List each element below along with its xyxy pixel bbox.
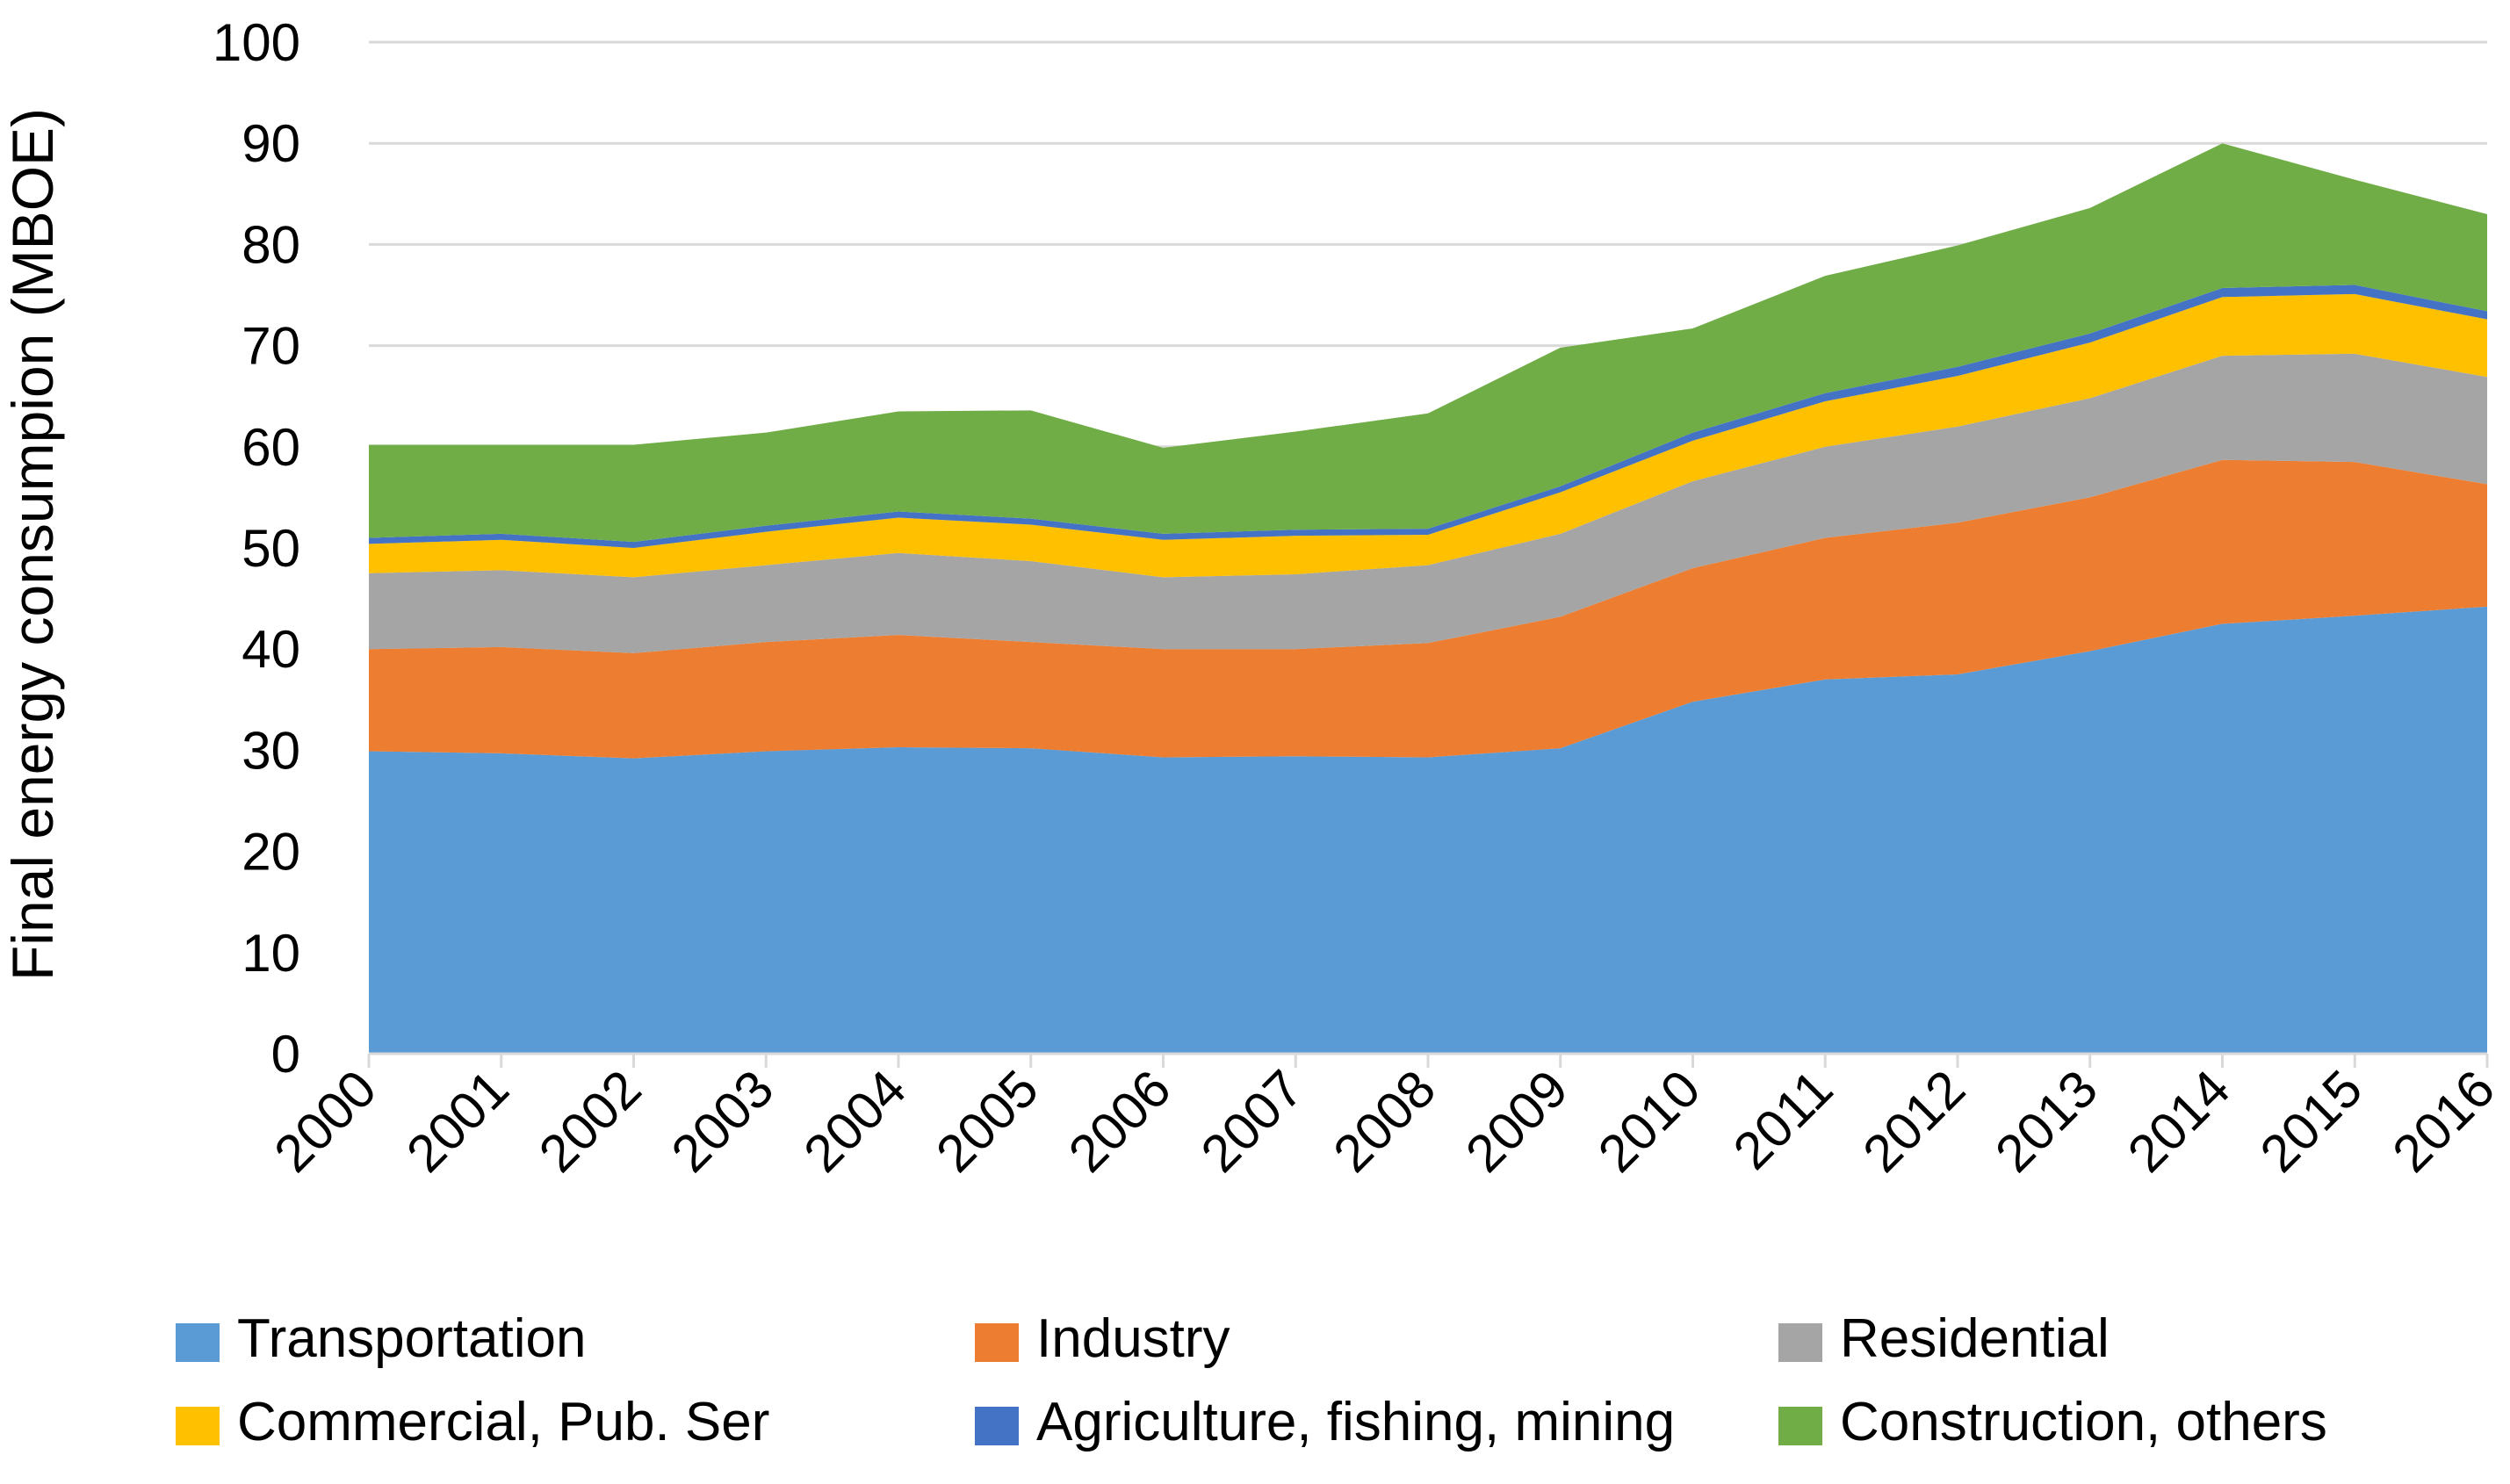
x-tick-label: 2008 — [1322, 1059, 1446, 1184]
area-residential — [369, 353, 2487, 653]
x-tick-label: 2010 — [1587, 1059, 1712, 1184]
legend-label: Industry — [1036, 1308, 1230, 1369]
legend-swatch — [176, 1323, 220, 1362]
area-construction-others — [369, 143, 2487, 543]
legend-swatch — [1778, 1407, 1822, 1445]
series-areas — [369, 143, 2487, 1054]
x-tick-label: 2015 — [2249, 1059, 2374, 1184]
y-tick-label: 40 — [242, 620, 300, 679]
x-tick-label: 2003 — [660, 1059, 785, 1184]
legend-label: Residential — [1840, 1308, 2110, 1369]
x-tick-label: 2002 — [528, 1059, 653, 1184]
y-tick-labels: 0 10 20 30 40 50 60 70 80 90 100 — [213, 13, 300, 1084]
x-tick-label: 2001 — [395, 1059, 520, 1184]
y-tick-label: 60 — [242, 418, 300, 477]
x-tick-label: 2005 — [925, 1059, 1049, 1184]
legend-swatch — [975, 1407, 1019, 1445]
legend: Transportation Industry Residential Commerc… — [176, 1308, 2327, 1452]
x-tick-label: 2004 — [792, 1059, 917, 1184]
y-tick-label: 20 — [242, 823, 300, 882]
legend-item-commercial-pub-ser: Commercial, Pub. Ser — [176, 1392, 769, 1452]
y-tick-label: 70 — [242, 317, 300, 376]
legend-label: Construction, others — [1840, 1392, 2327, 1452]
x-tick-labels: 2000 2001 2002 2003 2004 2005 2006 2007 2008 2009… — [263, 1059, 2506, 1184]
y-axis-title: Final energy consumpion (MBOE) — [0, 108, 65, 981]
x-tick-label: 2011 — [1722, 1059, 1844, 1181]
x-tick-label: 2006 — [1057, 1059, 1182, 1184]
y-tick-label: 0 — [271, 1025, 300, 1084]
area-industry — [369, 459, 2487, 759]
legend-label: Agriculture, fishing, mining — [1036, 1392, 1675, 1452]
legend-swatch — [975, 1323, 1019, 1362]
axes — [367, 1052, 2489, 1068]
x-tick-label: 2007 — [1190, 1059, 1315, 1184]
x-tick-label: 2014 — [2117, 1059, 2241, 1184]
y-tick-label: 30 — [242, 721, 300, 780]
legend-item-residential: Residential — [1778, 1308, 2110, 1369]
legend-item-transportation: Transportation — [176, 1308, 586, 1369]
y-tick-label: 100 — [213, 13, 300, 72]
legend-item-industry: Industry — [975, 1308, 1230, 1369]
y-tick-label: 50 — [242, 519, 300, 578]
legend-item-construction-others: Construction, others — [1778, 1392, 2327, 1452]
x-tick-label: 2009 — [1454, 1059, 1579, 1184]
y-tick-label: 80 — [242, 215, 300, 274]
legend-swatch — [1778, 1323, 1822, 1362]
legend-item-agriculture-fishing-mining: Agriculture, fishing, mining — [975, 1392, 1675, 1452]
y-tick-label: 10 — [242, 924, 300, 983]
area-transportation — [369, 606, 2487, 1054]
legend-swatch — [176, 1407, 220, 1445]
x-tick-label: 2012 — [1851, 1059, 1976, 1184]
legend-label: Commercial, Pub. Ser — [237, 1392, 769, 1452]
legend-label: Transportation — [237, 1308, 586, 1369]
area-commercial-pub-ser — [369, 293, 2487, 578]
y-tick-label: 90 — [242, 114, 300, 173]
x-tick-label: 2013 — [1984, 1059, 2109, 1184]
x-tick-label: 2016 — [2381, 1059, 2506, 1184]
